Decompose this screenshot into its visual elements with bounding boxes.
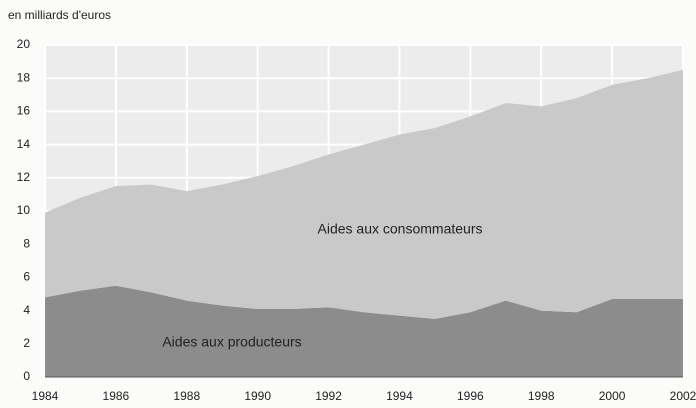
series-label: Aides aux consommateurs — [318, 221, 483, 237]
area — [45, 69, 683, 319]
y-axis-label: en milliards d'euros — [8, 8, 111, 22]
y-tick-label: 0 — [23, 369, 30, 383]
x-tick-label: 2000 — [599, 389, 626, 403]
y-tick-label: 8 — [23, 236, 30, 250]
x-tick-label: 1996 — [457, 389, 484, 403]
y-tick-label: 16 — [17, 104, 31, 118]
x-tick-label: 1984 — [32, 389, 59, 403]
y-tick-label: 20 — [17, 37, 31, 51]
y-tick-label: 2 — [23, 336, 30, 350]
series-label: Aides aux producteurs — [162, 334, 301, 350]
y-tick-label: 4 — [23, 303, 30, 317]
x-tick-label: 1992 — [315, 389, 342, 403]
x-tick-label: 1990 — [244, 389, 271, 403]
x-tick-label: 2002 — [670, 389, 696, 403]
y-tick-label: 18 — [17, 70, 31, 84]
x-tick-label: 1998 — [528, 389, 555, 403]
y-tick-label: 10 — [17, 203, 31, 217]
area — [45, 285, 683, 377]
x-tick-label: 1994 — [386, 389, 413, 403]
y-tick-label: 6 — [23, 270, 30, 284]
x-tick-label: 1988 — [173, 389, 200, 403]
y-tick-label: 14 — [17, 137, 31, 151]
y-tick-label: 12 — [17, 170, 31, 184]
x-tick-label: 1986 — [103, 389, 130, 403]
